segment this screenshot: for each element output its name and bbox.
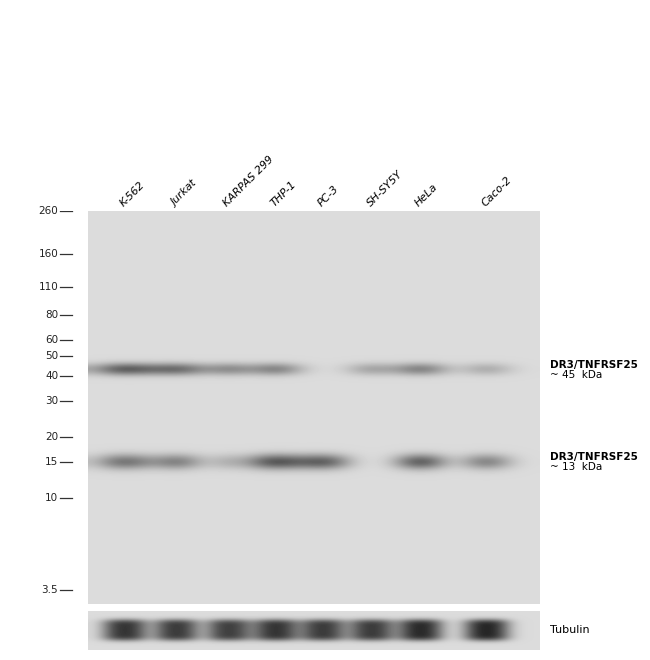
- Text: SH-SY5Y: SH-SY5Y: [365, 169, 404, 209]
- Text: Tubulin: Tubulin: [551, 625, 590, 636]
- Text: 30: 30: [45, 396, 58, 407]
- Text: DR3/TNFRSF25: DR3/TNFRSF25: [551, 452, 638, 462]
- Text: 40: 40: [45, 371, 58, 381]
- Text: 3.5: 3.5: [42, 585, 58, 595]
- Text: 10: 10: [45, 493, 58, 503]
- Text: 60: 60: [45, 335, 58, 345]
- Text: K-562: K-562: [118, 180, 147, 209]
- Text: 50: 50: [45, 351, 58, 361]
- Text: KARPAS 299: KARPAS 299: [222, 154, 276, 209]
- Text: 160: 160: [38, 249, 58, 259]
- Text: PC-3: PC-3: [316, 183, 340, 209]
- Text: 15: 15: [45, 457, 58, 467]
- Text: DR3/TNFRSF25: DR3/TNFRSF25: [551, 360, 638, 370]
- Text: HeLa: HeLa: [413, 182, 439, 209]
- Text: ~ 13  kDa: ~ 13 kDa: [551, 462, 603, 473]
- Text: 80: 80: [45, 310, 58, 320]
- Text: ~ 45  kDa: ~ 45 kDa: [551, 370, 603, 379]
- Text: Caco-2: Caco-2: [480, 175, 513, 209]
- Text: 20: 20: [45, 432, 58, 442]
- Text: Jurkat: Jurkat: [170, 179, 200, 209]
- Text: THP-1: THP-1: [268, 179, 298, 209]
- Text: 260: 260: [38, 206, 58, 216]
- Text: 110: 110: [38, 282, 58, 292]
